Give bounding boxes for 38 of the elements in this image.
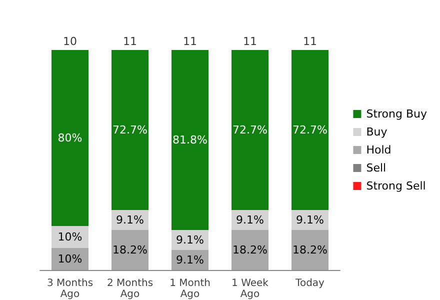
data-label: 18.2%: [112, 243, 148, 256]
legend-label: Strong Buy: [366, 108, 428, 120]
data-label: 9.1%: [296, 213, 324, 226]
legend-label: Sell: [366, 162, 386, 174]
annotation: 10: [63, 35, 77, 48]
data-label: 10%: [58, 230, 82, 244]
bar: [112, 230, 148, 270]
bar: [292, 230, 328, 270]
annotation: 11: [303, 35, 317, 48]
data-label: 9.1%: [176, 253, 204, 266]
bar: [232, 230, 268, 270]
data-label: 10%: [58, 252, 82, 266]
x-tick-label: 3 Months Ago: [46, 278, 94, 300]
bar: [292, 50, 328, 210]
bar: [112, 50, 148, 210]
data-label: 18.2%: [232, 243, 268, 256]
data-label: 9.1%: [116, 213, 144, 226]
data-label: 72.7%: [232, 123, 268, 136]
data-label: 72.7%: [112, 123, 148, 136]
legend-label: Buy: [366, 126, 388, 138]
legend-label: Strong Sell: [366, 180, 426, 192]
bar: [232, 50, 268, 210]
bar: [52, 50, 88, 226]
annotation: 11: [243, 35, 257, 48]
data-label: 72.7%: [292, 123, 328, 136]
annotation: 11: [183, 35, 197, 48]
data-label: 18.2%: [292, 243, 328, 256]
legend-label: Hold: [366, 144, 392, 156]
data-label: 80%: [58, 132, 82, 144]
data-label: 9.1%: [176, 233, 204, 246]
x-tick-label: Today: [294, 278, 325, 289]
x-tick-label: 1 Week Ago: [232, 278, 269, 300]
bar: [172, 50, 208, 230]
x-tick-label: 2 Months Ago: [106, 278, 154, 300]
data-label: 9.1%: [236, 213, 264, 226]
data-label: 81.8%: [172, 133, 208, 146]
annotation: 11: [123, 35, 137, 48]
x-tick-label: 1 Month Ago: [170, 278, 210, 300]
